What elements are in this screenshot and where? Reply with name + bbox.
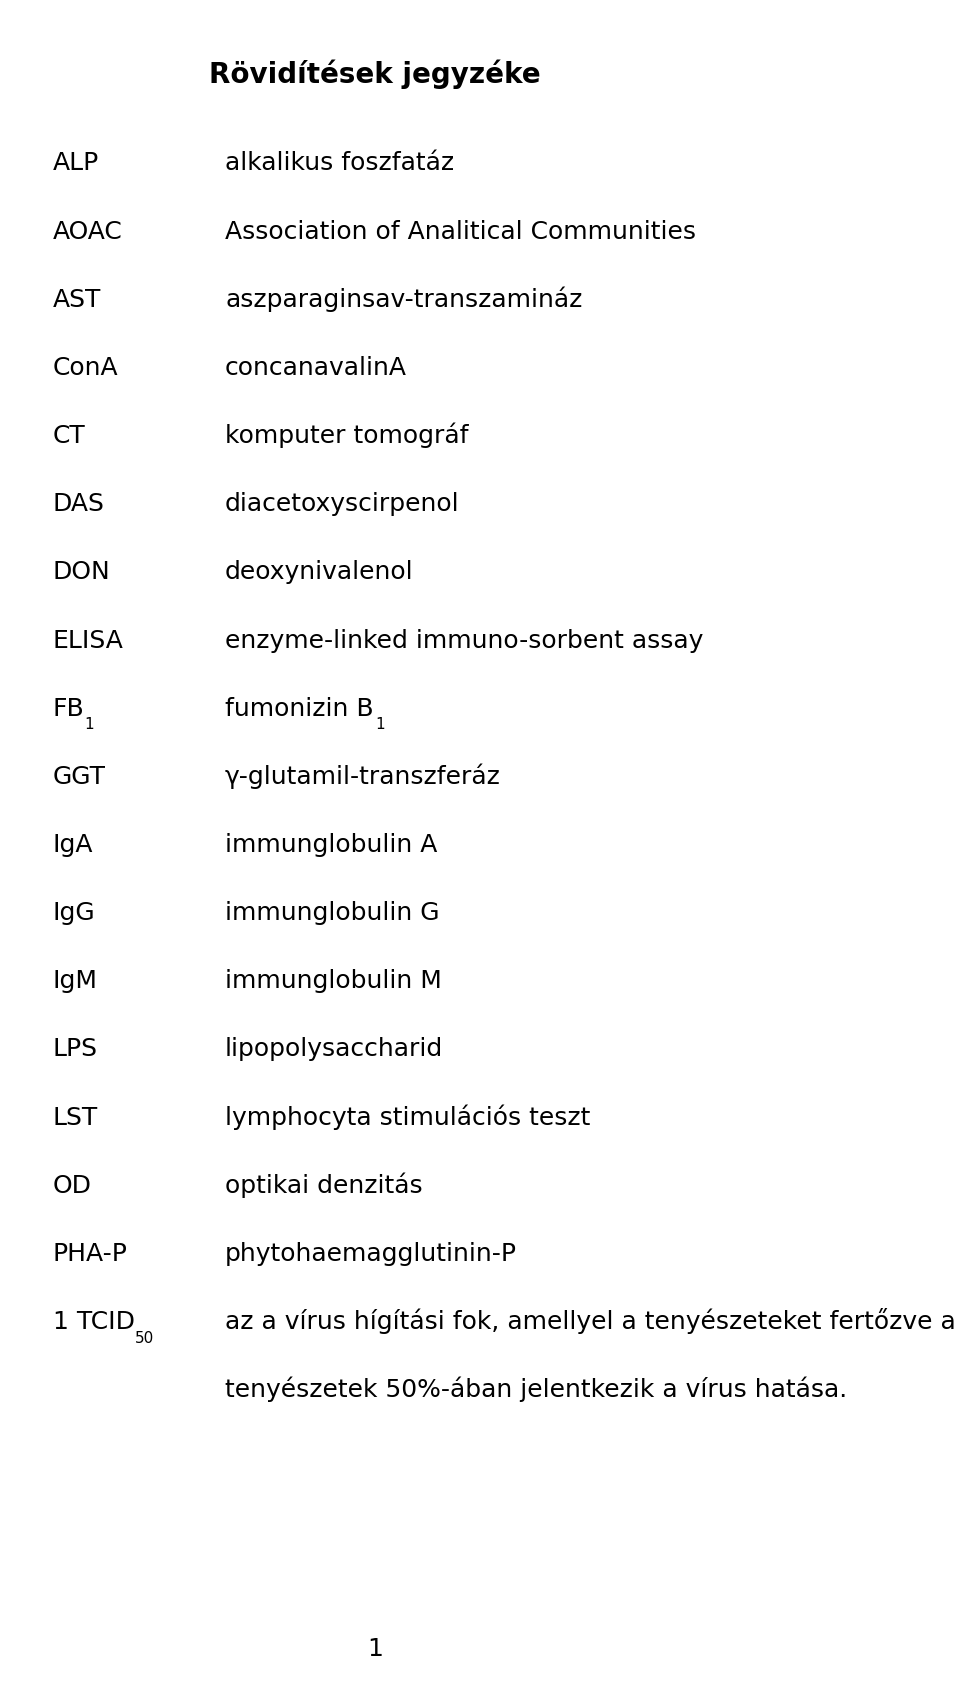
- Text: IgM: IgM: [53, 970, 98, 993]
- Text: lipopolysaccharid: lipopolysaccharid: [225, 1038, 444, 1062]
- Text: enzyme-linked immuno-sorbent assay: enzyme-linked immuno-sorbent assay: [225, 629, 704, 653]
- Text: Association of Analitical Communities: Association of Analitical Communities: [225, 220, 696, 244]
- Text: 1 TCID: 1 TCID: [53, 1310, 134, 1334]
- Text: lymphocyta stimulációs teszt: lymphocyta stimulációs teszt: [225, 1104, 590, 1130]
- Text: phytohaemagglutinin-P: phytohaemagglutinin-P: [225, 1242, 517, 1266]
- Text: ConA: ConA: [53, 356, 118, 380]
- Text: LST: LST: [53, 1106, 98, 1130]
- Text: Rövidítések jegyzéke: Rövidítések jegyzéke: [209, 60, 540, 89]
- Text: IgA: IgA: [53, 833, 93, 857]
- Text: immunglobulin G: immunglobulin G: [225, 901, 440, 925]
- Text: alkalikus foszfatáz: alkalikus foszfatáz: [225, 152, 454, 176]
- Text: GGT: GGT: [53, 765, 106, 789]
- Text: diacetoxyscirpenol: diacetoxyscirpenol: [225, 492, 460, 516]
- Text: ALP: ALP: [53, 152, 99, 176]
- Text: PHA-P: PHA-P: [53, 1242, 128, 1266]
- Text: DON: DON: [53, 561, 110, 584]
- Text: tenyészetek 50%-ában jelentkezik a vírus hatása.: tenyészetek 50%-ában jelentkezik a vírus…: [225, 1377, 848, 1402]
- Text: CT: CT: [53, 424, 85, 448]
- Text: 50: 50: [135, 1331, 155, 1346]
- Text: 1: 1: [374, 717, 384, 733]
- Text: 1: 1: [84, 717, 94, 733]
- Text: AST: AST: [53, 288, 101, 312]
- Text: OD: OD: [53, 1174, 91, 1198]
- Text: γ-glutamil-transzferáz: γ-glutamil-transzferáz: [225, 763, 501, 789]
- Text: ELISA: ELISA: [53, 629, 124, 653]
- Text: AOAC: AOAC: [53, 220, 122, 244]
- Text: deoxynivalenol: deoxynivalenol: [225, 561, 414, 584]
- Text: fumonizin B: fumonizin B: [225, 697, 373, 721]
- Text: concanavalinA: concanavalinA: [225, 356, 407, 380]
- Text: aszparaginsav-transzamináz: aszparaginsav-transzamináz: [225, 286, 583, 312]
- Text: IgG: IgG: [53, 901, 95, 925]
- Text: az a vírus hígítási fok, amellyel a tenyészeteket fertőzve a: az a vírus hígítási fok, amellyel a teny…: [225, 1309, 956, 1334]
- Text: FB: FB: [53, 697, 84, 721]
- Text: optikai denzitás: optikai denzitás: [225, 1172, 422, 1198]
- Text: LPS: LPS: [53, 1038, 98, 1062]
- Text: immunglobulin A: immunglobulin A: [225, 833, 438, 857]
- Text: DAS: DAS: [53, 492, 105, 516]
- Text: komputer tomográf: komputer tomográf: [225, 423, 468, 448]
- Text: 1: 1: [367, 1638, 383, 1661]
- Text: immunglobulin M: immunglobulin M: [225, 970, 442, 993]
